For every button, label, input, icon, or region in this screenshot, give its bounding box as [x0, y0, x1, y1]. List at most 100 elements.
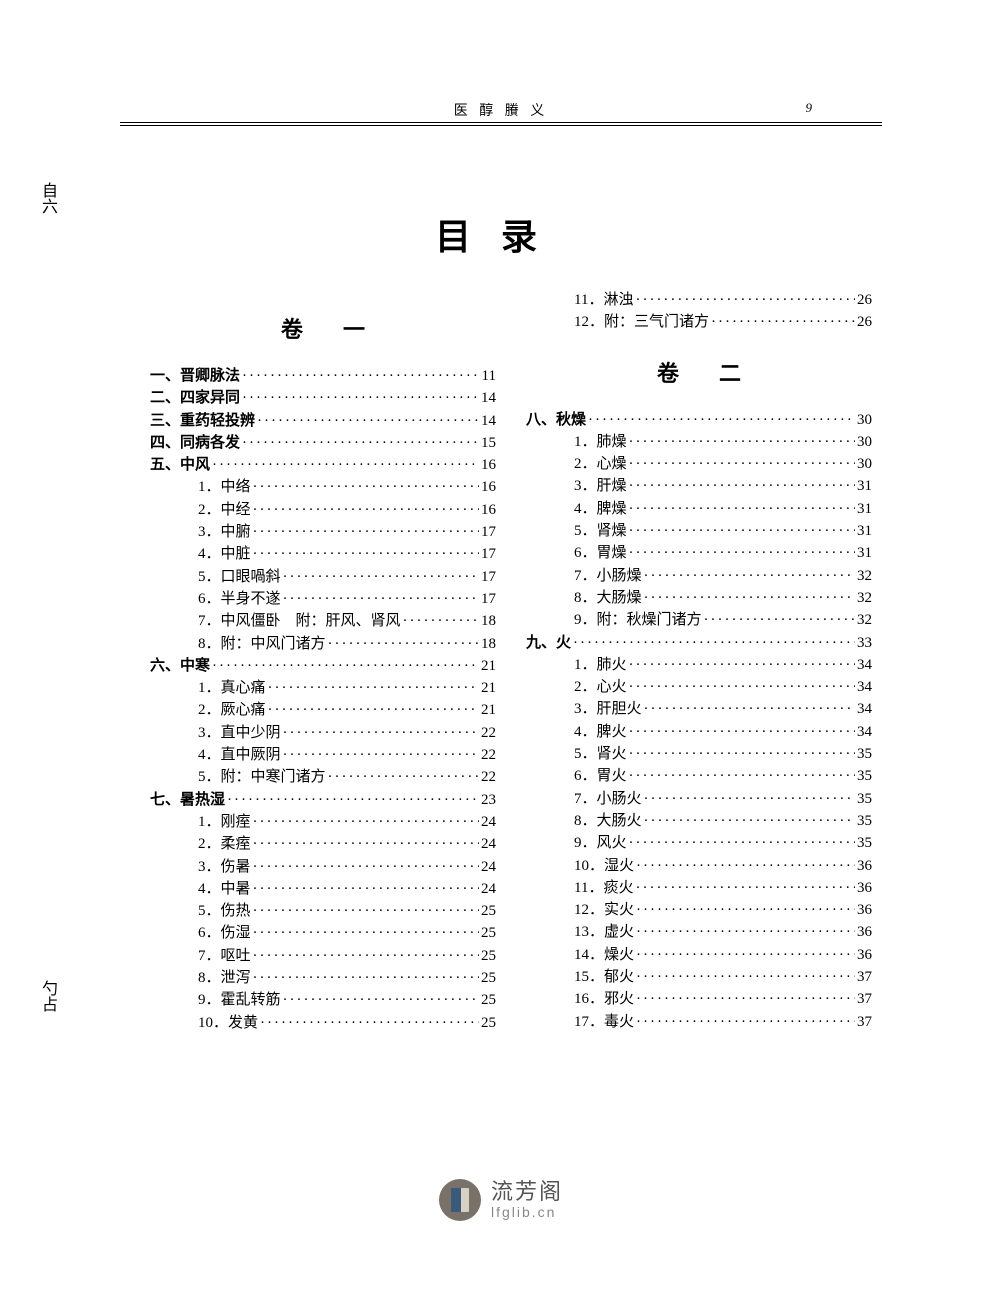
toc-page: 16 [481, 477, 496, 498]
toc-item: 5．肾燥31 [574, 521, 872, 542]
toc-leader [253, 923, 479, 944]
toc-leader [573, 633, 855, 654]
toc-page: 33 [857, 633, 872, 654]
toc-leader [636, 989, 855, 1010]
toc-page: 26 [857, 312, 872, 333]
toc-label: 9．霍乱转筋 [198, 990, 281, 1011]
toc-leader [268, 700, 479, 721]
toc-leader [629, 677, 855, 698]
toc-item: 5．附：中寒门诸方22 [198, 767, 496, 788]
toc-leader [636, 1012, 855, 1033]
toc-item: 4．中脏17 [198, 544, 496, 565]
toc-item: 9．风火35 [574, 833, 872, 854]
toc-label: 16．邪火 [574, 989, 634, 1010]
toc-label: 八、秋燥 [526, 410, 586, 431]
toc-leader [283, 745, 479, 766]
toc-leader [635, 290, 855, 311]
toc-label: 11．痰火 [574, 878, 633, 899]
toc-page: 36 [857, 900, 872, 921]
toc-page: 30 [857, 410, 872, 431]
toc-leader [644, 588, 855, 609]
toc-leader [644, 699, 855, 720]
toc-page: 14 [481, 411, 496, 432]
toc-item: 1．肺火34 [574, 655, 872, 676]
toc-label: 13．虚火 [574, 922, 634, 943]
toc-leader [629, 432, 855, 453]
header-rule [120, 122, 882, 123]
toc-page: 22 [481, 745, 496, 766]
toc-label: 3．肝燥 [574, 476, 627, 497]
toc-label: 6．胃燥 [574, 543, 627, 564]
toc-leader [283, 723, 479, 744]
toc-page: 37 [857, 989, 872, 1010]
toc-section: 七、暑热湿23 [150, 790, 496, 811]
toc-leader [704, 610, 855, 631]
toc-page: 21 [481, 700, 496, 721]
toc-label: 14．燥火 [574, 945, 634, 966]
toc-label: 三、重药轻投辨 [150, 411, 255, 432]
toc-leader [283, 589, 479, 610]
toc-item: 3．中腑17 [198, 522, 496, 543]
toc-leader [629, 833, 855, 854]
toc-page: 18 [481, 634, 496, 655]
toc-label: 六、中寒 [150, 656, 210, 677]
toc-leader [268, 678, 479, 699]
logo-icon [439, 1179, 481, 1221]
toc-leader [629, 454, 855, 475]
toc-leader [588, 410, 855, 431]
toc-label: 1．刚痓 [198, 812, 251, 833]
toc-section: 九、火 33 [526, 633, 872, 654]
toc-label: 12．实火 [574, 900, 634, 921]
toc-section: 五、中风16 [150, 455, 496, 476]
toc-page: 17 [481, 567, 496, 588]
toc-page: 32 [857, 566, 872, 587]
toc-page: 25 [481, 1013, 496, 1034]
toc-label: 7．小肠燥 [574, 566, 642, 587]
toc-label: 9．风火 [574, 833, 627, 854]
toc-page: 18 [481, 611, 496, 632]
main-title: 目录 [0, 208, 1002, 260]
toc-page: 15 [481, 433, 496, 454]
toc-label: 5．肾火 [574, 744, 627, 765]
toc-page: 32 [857, 610, 872, 631]
toc-leader [636, 945, 855, 966]
toc-item: 5．伤热25 [198, 901, 496, 922]
toc-label: 6．半身不遂 [198, 589, 281, 610]
toc-item: 8．大肠燥32 [574, 588, 872, 609]
toc-label: 九、火 [526, 633, 571, 654]
toc-item: 1．肺燥30 [574, 432, 872, 453]
toc-leader [635, 878, 855, 899]
toc-label: 2．中经 [198, 500, 251, 521]
toc-item: 9．霍乱转筋25 [198, 990, 496, 1011]
toc-leader [629, 543, 855, 564]
toc-leader [629, 499, 855, 520]
toc-page: 21 [481, 678, 496, 699]
toc-leader [283, 567, 479, 588]
toc-leader [629, 766, 855, 787]
toc-page: 24 [481, 879, 496, 900]
toc-label: 5．伤热 [198, 901, 251, 922]
toc-leader [328, 767, 479, 788]
toc-item: 2．厥心痛21 [198, 700, 496, 721]
toc-leader [629, 655, 855, 676]
toc-label: 1．中络 [198, 477, 251, 498]
toc-page: 34 [857, 699, 872, 720]
toc-item: 3．肝胆火34 [574, 699, 872, 720]
toc-section: 八、秋燥 30 [526, 410, 872, 431]
toc-section: 四、同病各发15 [150, 433, 496, 454]
toc-item: 6．胃火35 [574, 766, 872, 787]
toc-leader [253, 968, 479, 989]
toc-page: 30 [857, 454, 872, 475]
toc-page: 31 [857, 476, 872, 497]
toc-page: 17 [481, 589, 496, 610]
toc-leader [260, 1013, 479, 1034]
footer-logo: 流芳阁 lfglib.cn [0, 1179, 1002, 1221]
toc-leader [253, 544, 479, 565]
toc-leader [253, 879, 479, 900]
toc-label: 6．伤湿 [198, 923, 251, 944]
header-rule-2 [120, 125, 882, 126]
toc-leader [212, 455, 479, 476]
toc-page: 22 [481, 767, 496, 788]
toc-item: 1．真心痛21 [198, 678, 496, 699]
toc-item: 4．脾燥31 [574, 499, 872, 520]
